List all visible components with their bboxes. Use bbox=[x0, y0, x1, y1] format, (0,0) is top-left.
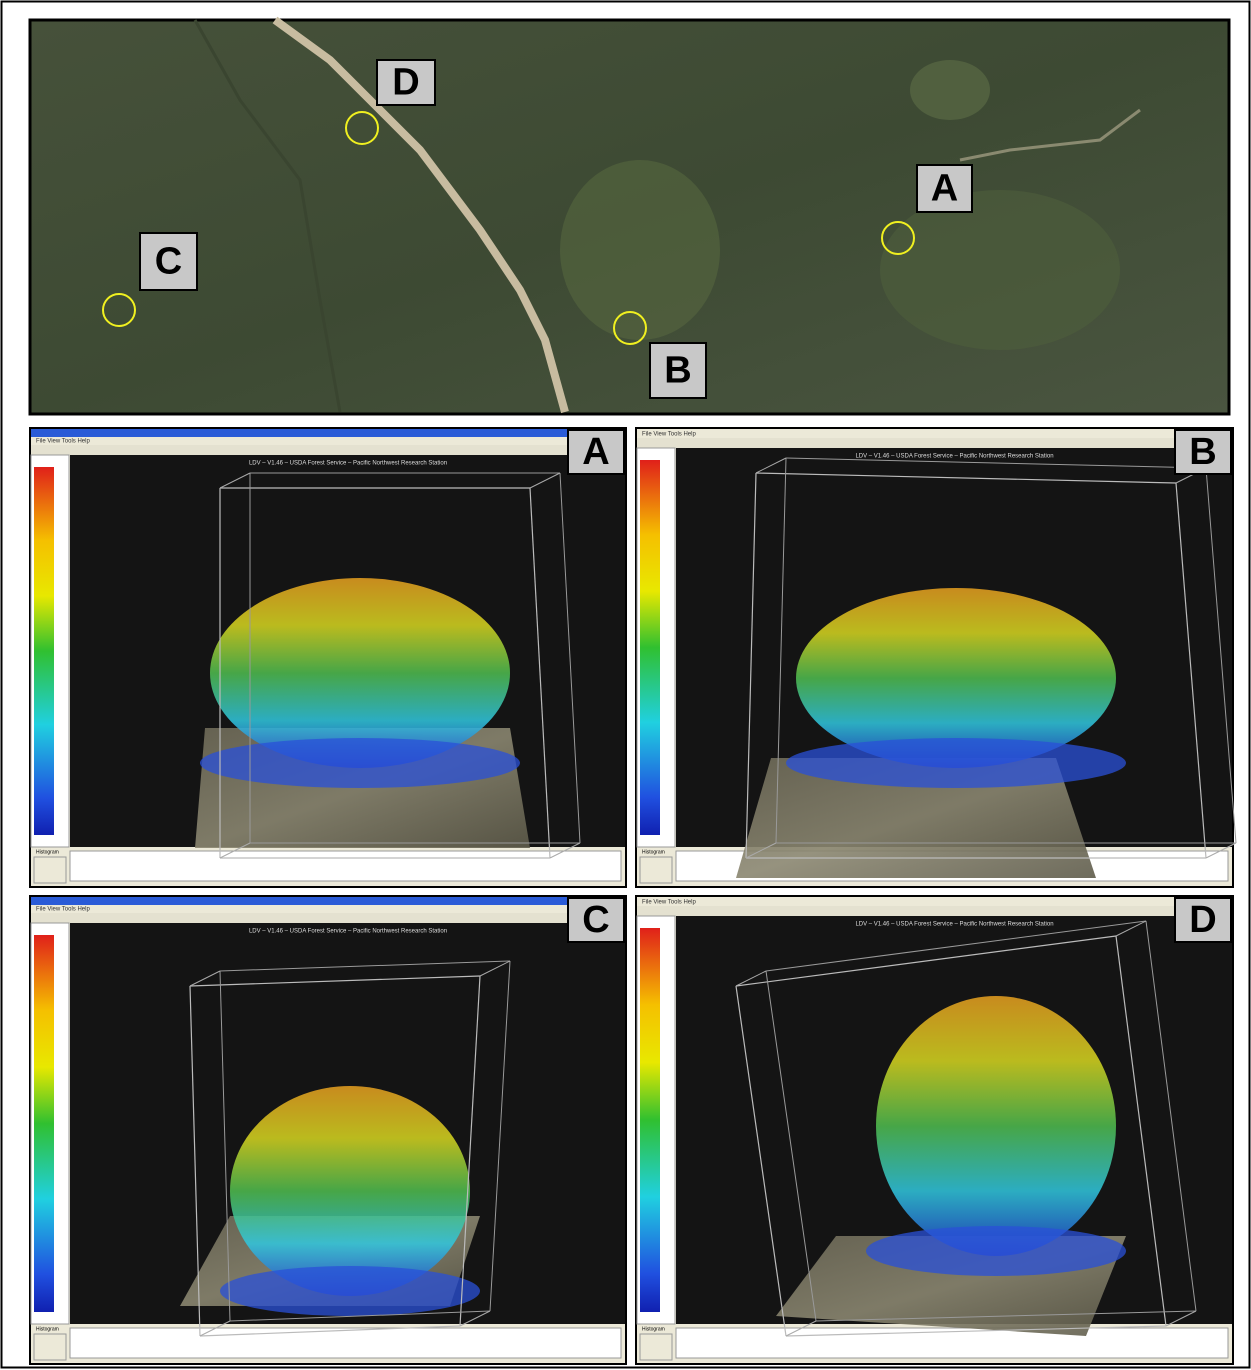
viewer-panel: File View Tools Help Histogram LDV – V1.46… bbox=[30, 428, 626, 887]
color-bar bbox=[640, 460, 660, 835]
site-label: B bbox=[664, 350, 691, 392]
menu-bar: File View Tools Help bbox=[642, 900, 696, 906]
status-area bbox=[70, 1328, 621, 1358]
histogram-label: Histogram bbox=[642, 1326, 665, 1332]
window-titlebar bbox=[31, 897, 625, 905]
map-patch bbox=[880, 190, 1120, 350]
viewer-title: LDV – V1.46 – USDA Forest Service – Paci… bbox=[249, 461, 447, 467]
panel-label: B bbox=[1189, 431, 1216, 473]
viewer-panel: File View Tools Help Histogram LDV – V1.46… bbox=[636, 896, 1233, 1364]
histogram-label: Histogram bbox=[36, 1326, 59, 1332]
viewer-panel: File View Tools Help Histogram LDV – V1.46… bbox=[636, 428, 1236, 887]
window-titlebar bbox=[31, 429, 625, 437]
site-label: A bbox=[931, 168, 958, 210]
about-button bbox=[34, 857, 66, 883]
point-cloud bbox=[230, 1086, 470, 1296]
point-cloud-base bbox=[200, 738, 520, 788]
site-label: D bbox=[392, 62, 419, 104]
point-cloud-base bbox=[220, 1266, 480, 1316]
point-cloud-base bbox=[866, 1226, 1126, 1276]
point-cloud-base bbox=[786, 738, 1126, 788]
color-bar bbox=[34, 935, 54, 1312]
about-button bbox=[640, 1334, 672, 1360]
color-bar bbox=[640, 928, 660, 1312]
viewer-title: LDV – V1.46 – USDA Forest Service – Paci… bbox=[855, 922, 1053, 928]
panel-label: C bbox=[582, 899, 609, 941]
status-area bbox=[70, 851, 621, 881]
about-button bbox=[640, 857, 672, 883]
panel-label: A bbox=[582, 431, 609, 473]
panel-label: D bbox=[1189, 899, 1216, 941]
map-patch bbox=[910, 60, 990, 120]
point-cloud bbox=[876, 996, 1116, 1256]
site-label: C bbox=[155, 241, 182, 283]
about-button bbox=[34, 1334, 66, 1360]
menu-bar: File View Tools Help bbox=[642, 432, 696, 438]
toolbar bbox=[637, 438, 1232, 448]
aerial-map bbox=[30, 20, 1229, 414]
toolbar bbox=[637, 906, 1232, 916]
viewer-title: LDV – V1.46 – USDA Forest Service – Paci… bbox=[855, 454, 1053, 460]
viewer-title: LDV – V1.46 – USDA Forest Service – Paci… bbox=[249, 929, 447, 935]
menu-bar: File View Tools Help bbox=[36, 439, 90, 445]
toolbar bbox=[31, 913, 625, 923]
figure: D A C B File View Tools Help Histogram LDV – … bbox=[0, 0, 1251, 1370]
histogram-label: Histogram bbox=[36, 849, 59, 855]
menu-bar: File View Tools Help bbox=[36, 907, 90, 913]
color-bar bbox=[34, 467, 54, 835]
viewer-panel: File View Tools Help Histogram LDV – V1.46… bbox=[30, 896, 626, 1364]
status-area bbox=[676, 1328, 1228, 1358]
toolbar bbox=[31, 445, 625, 455]
map-patch bbox=[560, 160, 720, 340]
histogram-label: Histogram bbox=[642, 849, 665, 855]
